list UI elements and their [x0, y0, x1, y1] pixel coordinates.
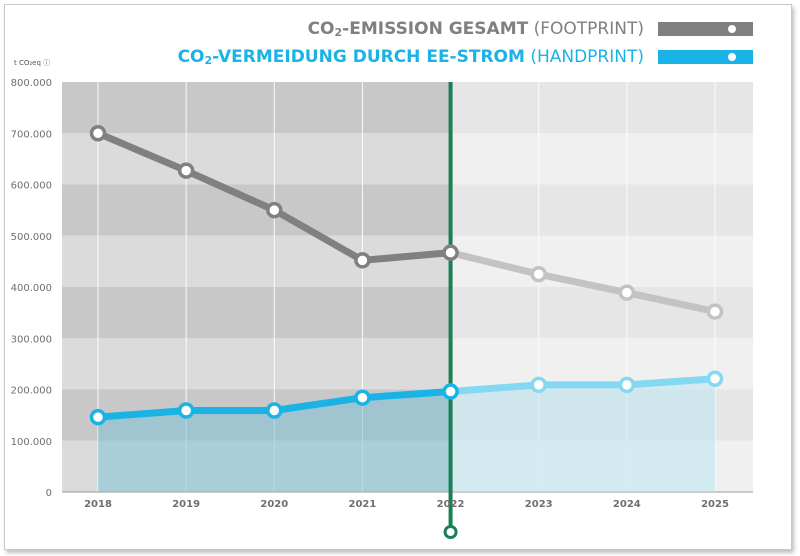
y-tick-label: 600.000 [11, 181, 52, 192]
x-tick-label: 2025 [701, 499, 729, 510]
x-tick-label: 2023 [525, 499, 553, 510]
footprint-point [89, 125, 107, 142]
grid-band [62, 287, 451, 339]
x-tick-label: 2018 [84, 499, 112, 510]
grid-band [62, 184, 451, 236]
footprint-point [530, 265, 547, 283]
handprint-point [530, 376, 547, 394]
footprint-line-forecast [447, 249, 719, 316]
handprint-point [354, 389, 371, 406]
grid-band-forecast [450, 287, 753, 339]
footprint-point [177, 162, 195, 179]
footprint-point [266, 201, 283, 219]
legend-handprint-swatch-marker [725, 50, 739, 64]
legend-footprint-label: CO2-EMISSION GESAMT (FOOTPRINT) [307, 19, 644, 39]
x-tick-label: 2022 [437, 499, 465, 510]
x-tick-label: 2020 [260, 499, 288, 510]
y-tick-label: 500.000 [11, 232, 52, 243]
x-tick-label: 2019 [172, 499, 200, 510]
handprint-point [442, 383, 459, 400]
y-tick-label: 100.000 [11, 437, 52, 448]
handprint-point [177, 402, 195, 419]
handprint-point [89, 408, 107, 426]
footprint-point [354, 252, 371, 269]
y-tick-label: 300.000 [11, 334, 52, 345]
handprint-point [618, 376, 636, 394]
x-tick-label: 2024 [613, 499, 641, 510]
y-tick-label: 200.000 [11, 386, 52, 397]
grid-band [62, 235, 451, 287]
handprint-point [706, 370, 724, 387]
legend-footprint-swatch-marker [725, 22, 739, 36]
y-tick-label: 0 [46, 488, 52, 499]
legend-handprint-label: CO2-VERMEIDUNG DURCH EE-STROM (HANDPRINT… [177, 47, 644, 67]
grid-band [62, 338, 451, 390]
grid-band-forecast [450, 184, 753, 236]
y-tick-label: 400.000 [11, 283, 52, 294]
handprint-line-forecast [447, 375, 719, 396]
y-axis-unit-label: t CO₂eq ⓘ [14, 59, 51, 67]
divider-end-marker [443, 525, 458, 539]
footprint-point [618, 284, 636, 301]
y-tick-label: 700.000 [11, 129, 52, 140]
x-tick-label: 2021 [349, 499, 377, 510]
grid-band [62, 82, 451, 134]
grid-band-forecast [450, 82, 753, 134]
handprint-area-forecast [450, 378, 715, 492]
footprint-point [706, 303, 724, 320]
footprint-point [442, 244, 459, 261]
handprint-point [266, 402, 283, 419]
grid-band-forecast [450, 133, 753, 185]
y-tick-label: 800.000 [11, 78, 52, 89]
